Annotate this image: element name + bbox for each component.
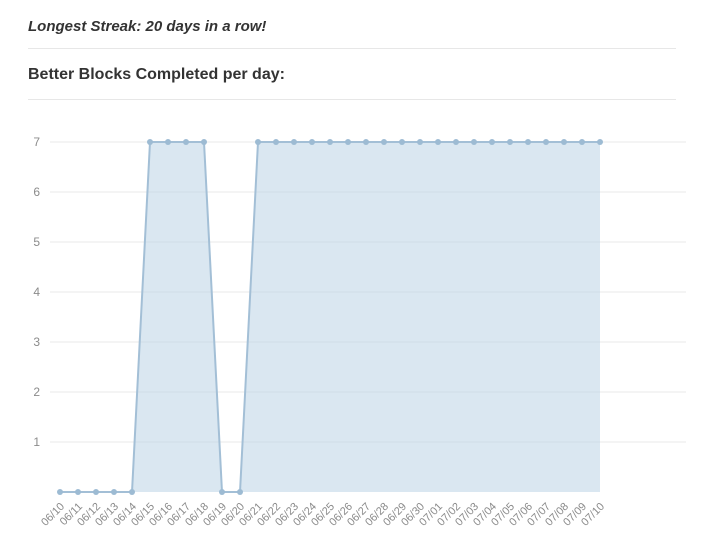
data-point bbox=[381, 139, 387, 145]
data-point bbox=[525, 139, 531, 145]
data-point bbox=[219, 489, 225, 495]
data-point bbox=[453, 139, 459, 145]
data-point bbox=[75, 489, 81, 495]
data-point bbox=[183, 139, 189, 145]
data-point bbox=[489, 139, 495, 145]
completion-area-chart: 123456706/1006/1106/1206/1306/1406/1506/… bbox=[33, 135, 686, 529]
y-tick-label: 5 bbox=[33, 235, 40, 249]
y-tick-label: 7 bbox=[33, 135, 40, 149]
data-point bbox=[597, 139, 603, 145]
data-point bbox=[543, 139, 549, 145]
data-point bbox=[165, 139, 171, 145]
area-fill bbox=[60, 142, 600, 492]
data-point bbox=[399, 139, 405, 145]
streak-title: Longest Streak: 20 days in a row! bbox=[28, 18, 267, 35]
data-point bbox=[255, 139, 261, 145]
y-tick-label: 6 bbox=[33, 185, 40, 199]
y-tick-label: 4 bbox=[33, 285, 40, 299]
data-point bbox=[345, 139, 351, 145]
chart-title: Better Blocks Completed per day: bbox=[28, 66, 285, 83]
data-point bbox=[291, 139, 297, 145]
y-tick-label: 2 bbox=[33, 385, 40, 399]
data-point bbox=[93, 489, 99, 495]
y-tick-label: 1 bbox=[33, 435, 40, 449]
data-point bbox=[579, 139, 585, 145]
data-point bbox=[507, 139, 513, 145]
data-point bbox=[273, 139, 279, 145]
data-point bbox=[57, 489, 63, 495]
data-point bbox=[327, 139, 333, 145]
data-point bbox=[129, 489, 135, 495]
data-point bbox=[435, 139, 441, 145]
chart-container: 1 2 3 4 5 6 7 06/10 06/11 06/12 06/13 06/14 06/15 06/… bbox=[0, 100, 702, 541]
data-point bbox=[561, 139, 567, 145]
divider bbox=[28, 48, 676, 49]
data-point bbox=[417, 139, 423, 145]
data-point bbox=[201, 139, 207, 145]
data-point bbox=[237, 489, 243, 495]
data-point bbox=[309, 139, 315, 145]
data-point bbox=[111, 489, 117, 495]
divider bbox=[28, 99, 676, 100]
data-point bbox=[147, 139, 153, 145]
data-point bbox=[363, 139, 369, 145]
report-header: Longest Streak: 20 days in a row! Better… bbox=[0, 0, 702, 100]
data-point bbox=[471, 139, 477, 145]
y-tick-label: 3 bbox=[33, 335, 40, 349]
